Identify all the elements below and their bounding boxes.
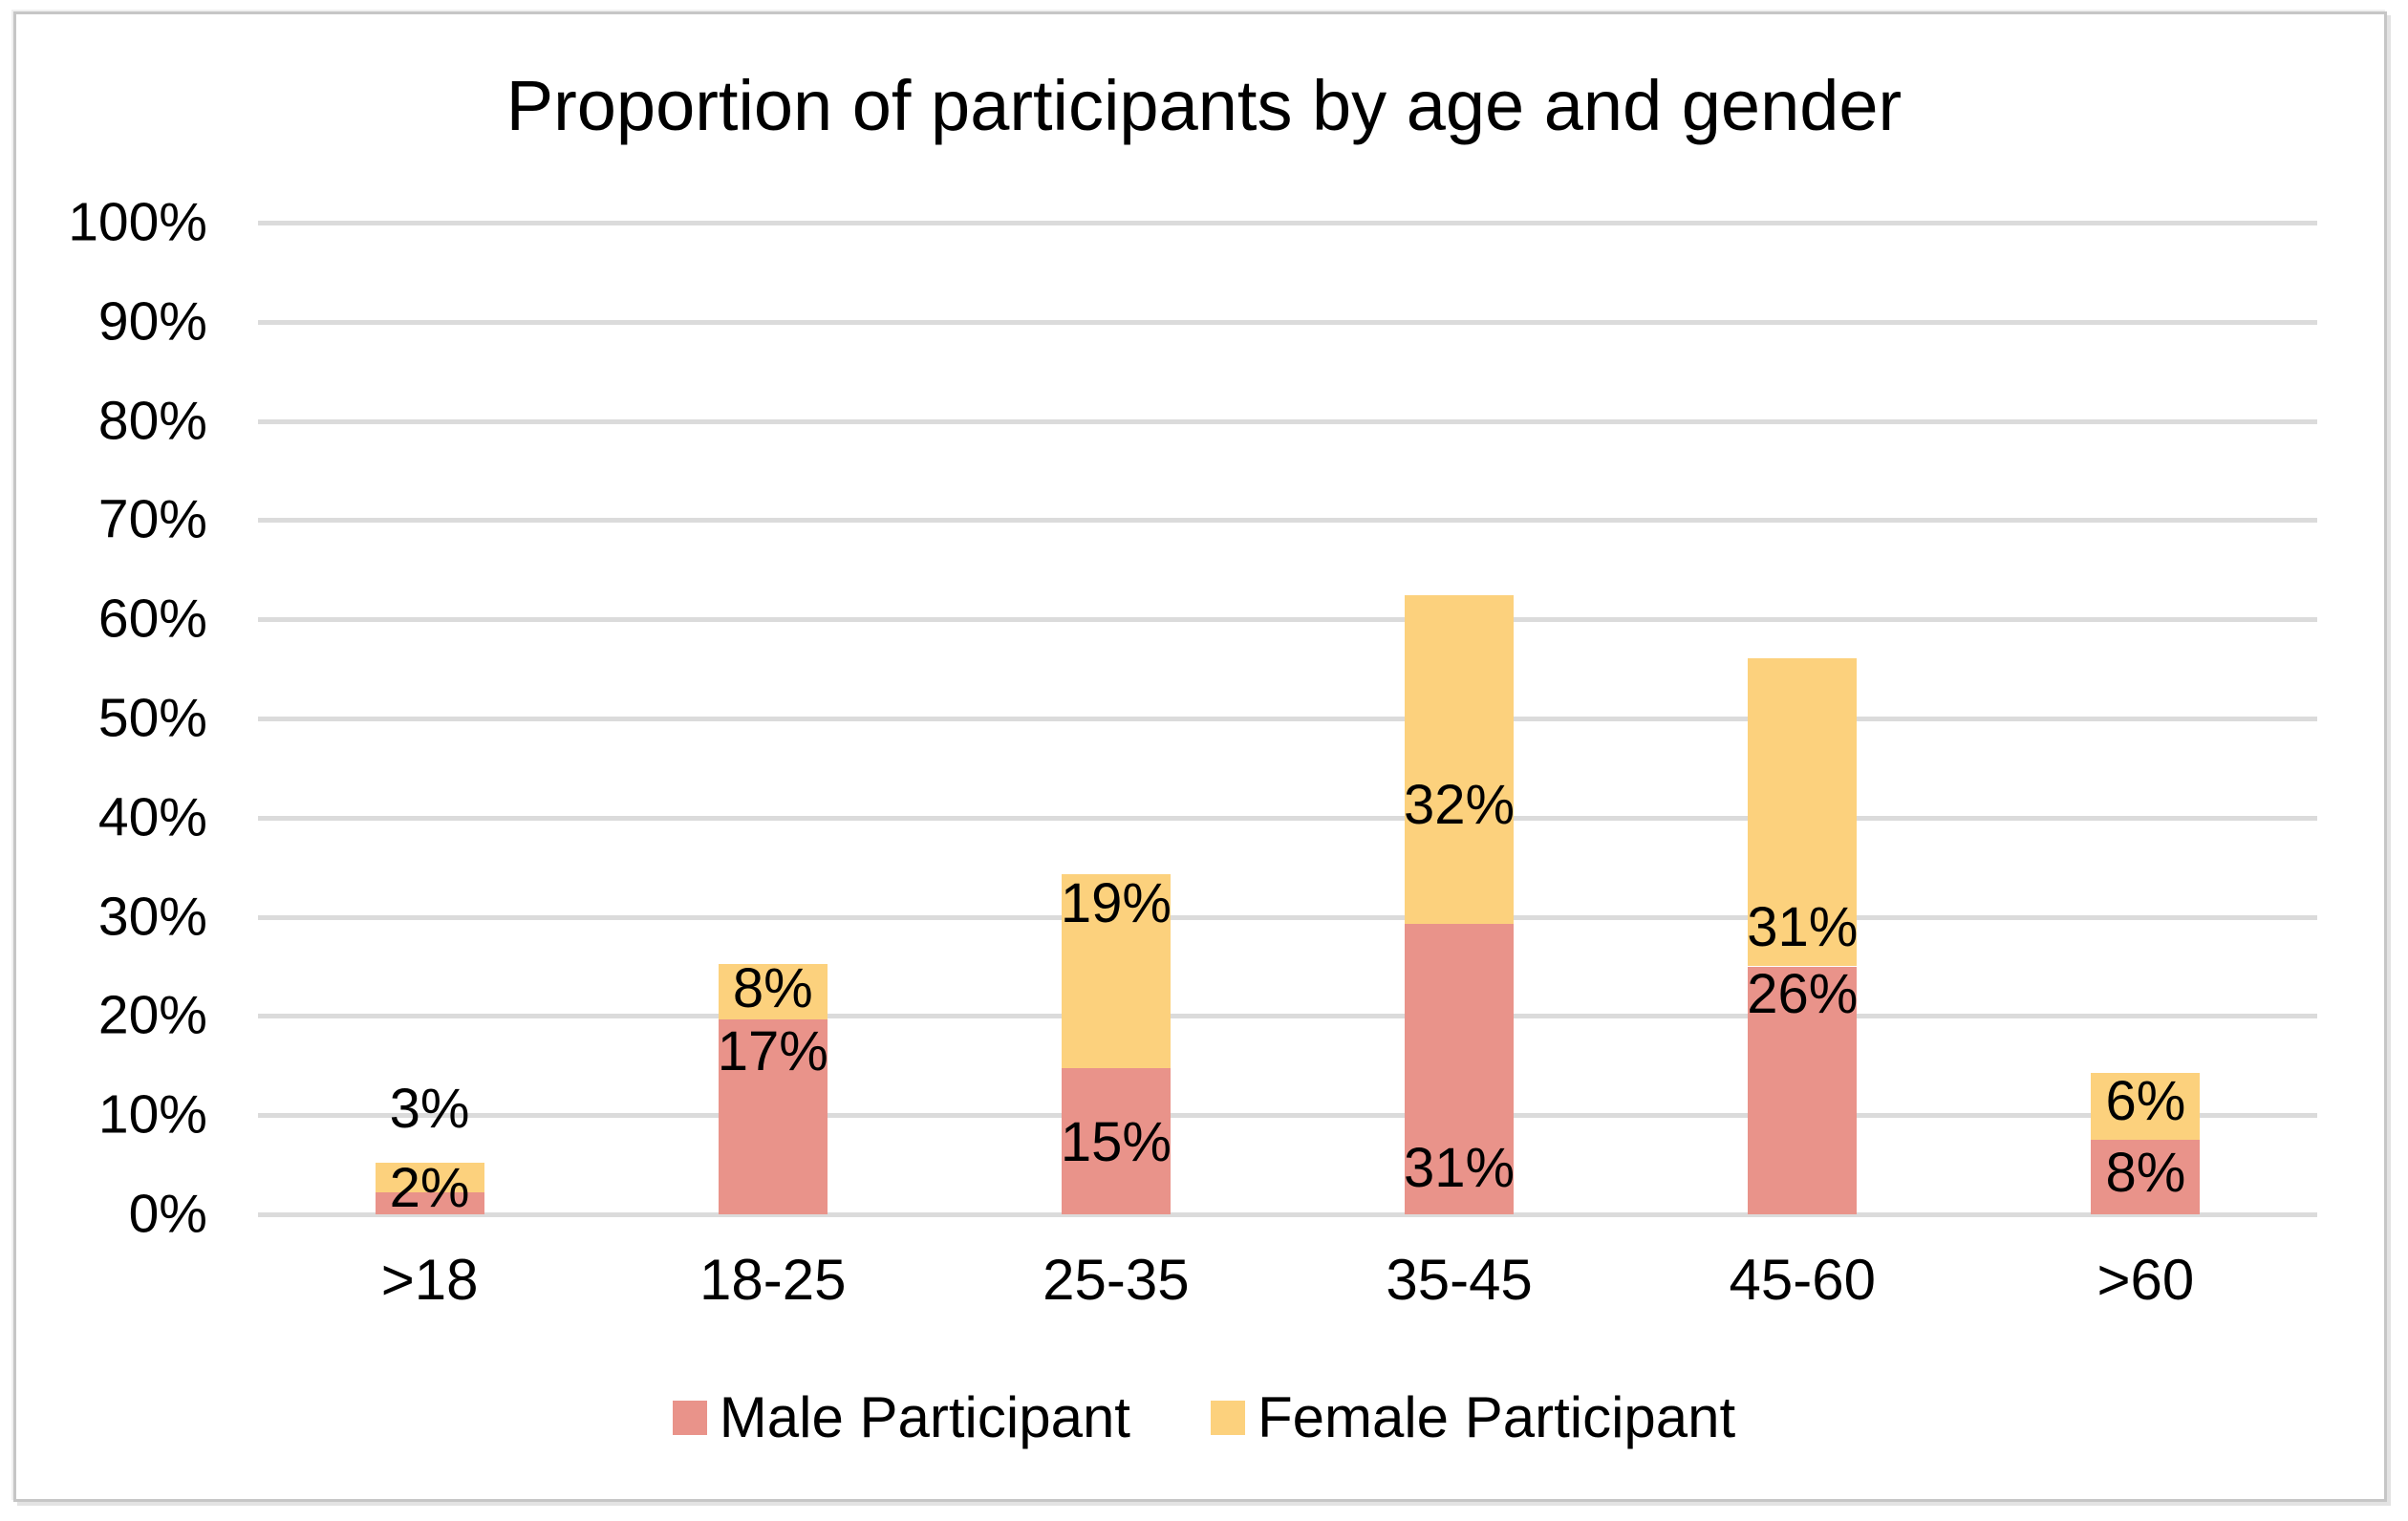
- legend-item-female-participant: Female Participant: [1210, 1385, 1736, 1449]
- bar-35-45-female-segment: [1405, 595, 1515, 924]
- bar-18-female-segment: [375, 1163, 484, 1193]
- x-axis-label-18-25: 18-25: [699, 1248, 847, 1312]
- y-axis-tick-label-70pct: 70%: [97, 488, 207, 550]
- gridline-40pct: [258, 815, 2317, 821]
- x-axis-label-45-60: 45-60: [1729, 1248, 1876, 1312]
- gridline-100pct: [258, 221, 2317, 225]
- bar-18-25-female-segment: [718, 964, 828, 1019]
- legend-swatch-female-participant: [1210, 1401, 1245, 1435]
- legend-label-female-participant: Female Participant: [1257, 1385, 1736, 1449]
- y-axis-tick-label-0pct: 0%: [128, 1183, 207, 1245]
- y-axis-tick-label-60pct: 60%: [97, 588, 207, 650]
- bar-18-25-male-segment: [718, 1018, 828, 1214]
- chart-canvas: [13, 11, 2387, 1502]
- data-label-18-25-female: 8%: [732, 957, 813, 1020]
- data-label-35-45-male: 31%: [1404, 1137, 1516, 1200]
- legend-swatch-male-participant: [672, 1401, 707, 1435]
- gridline-60pct: [258, 617, 2317, 623]
- gridline-80pct: [258, 418, 2317, 424]
- data-label-45-60-male: 26%: [1747, 962, 1859, 1025]
- gridline-10pct: [258, 1113, 2317, 1119]
- y-axis-tick-label-10pct: 10%: [97, 1083, 207, 1146]
- gridline-30pct: [258, 914, 2317, 920]
- gridline-50pct: [258, 717, 2317, 721]
- x-axis-label-35-45: 35-45: [1386, 1248, 1533, 1312]
- data-label-25-35-male: 15%: [1060, 1111, 1172, 1174]
- gridline-0pct: [258, 1212, 2317, 1217]
- bar-45-60-male-segment: [1748, 966, 1858, 1214]
- gridline-70pct: [258, 518, 2317, 524]
- data-label-18-male: 2%: [389, 1157, 470, 1219]
- bar-25-35-male-segment: [1061, 1068, 1171, 1214]
- bar-60-male-segment: [2091, 1140, 2201, 1214]
- data-label-18-25-male: 17%: [717, 1019, 828, 1082]
- data-label-60-female: 6%: [2105, 1069, 2186, 1132]
- bar-45-60-female-segment: [1748, 657, 1858, 967]
- x-axis-label-25-35: 25-35: [1043, 1248, 1190, 1312]
- legend-item-male-participant: Male Participant: [672, 1385, 1130, 1449]
- gridline-90pct: [258, 319, 2317, 325]
- y-axis-tick-label-50pct: 50%: [97, 687, 207, 749]
- data-label-18-female: 3%: [389, 1077, 470, 1140]
- gridline-20pct: [258, 1014, 2317, 1019]
- data-label-60-male: 8%: [2105, 1142, 2186, 1205]
- chart-title: Proportion of participants by age and ge…: [505, 66, 1903, 145]
- data-label-25-35-female: 19%: [1060, 872, 1172, 935]
- y-axis-tick-label-20pct: 20%: [97, 984, 207, 1046]
- bar-35-45-male-segment: [1405, 923, 1515, 1214]
- y-axis-tick-label-90pct: 90%: [97, 290, 207, 353]
- legend-label-male-participant: Male Participant: [719, 1385, 1130, 1449]
- x-axis-label-60: >60: [2096, 1248, 2195, 1312]
- bar-18-male-segment: [375, 1192, 484, 1214]
- y-axis-tick-label-80pct: 80%: [97, 390, 207, 452]
- x-axis-label-18: >18: [380, 1248, 479, 1312]
- bar-60-female-segment: [2091, 1072, 2201, 1141]
- data-label-35-45-female: 32%: [1404, 774, 1516, 837]
- bar-25-35-female-segment: [1061, 873, 1171, 1069]
- y-axis-tick-label-30pct: 30%: [97, 886, 207, 948]
- y-axis-tick-label-40pct: 40%: [97, 786, 207, 848]
- data-label-45-60-female: 31%: [1747, 896, 1859, 959]
- legend: Male Participant Female Participant: [0, 1383, 2408, 1452]
- y-axis-tick-label-100pct: 100%: [68, 191, 207, 253]
